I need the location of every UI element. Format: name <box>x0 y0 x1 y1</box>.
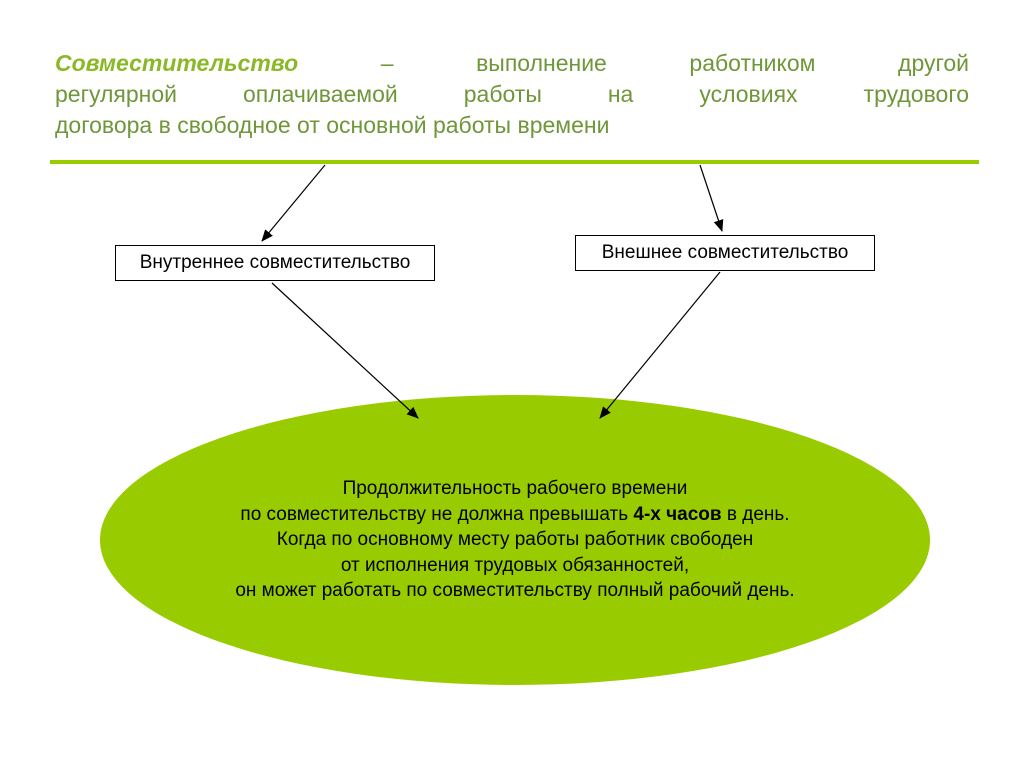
definition-line-3: договора в свободное от основной работы … <box>55 110 969 141</box>
arrow-right-box-to-ellipse <box>600 272 720 418</box>
internal-combination-label: Внутреннее совместительство <box>140 252 411 273</box>
arrow-left-box-to-ellipse <box>272 283 418 418</box>
external-combination-label: Внешнее совместительство <box>602 242 849 263</box>
definition-line-1: Совместительство – выполнение работником… <box>55 48 969 79</box>
ellipse-line-2b: в день. <box>722 504 790 525</box>
arrow-top-to-left-box <box>262 165 325 241</box>
definition-line-2: регулярной оплачиваемой работы на услови… <box>55 79 969 110</box>
external-combination-box: Внешнее совместительство <box>575 235 875 271</box>
ellipse-line-1: Продолжительность рабочего времени <box>235 476 794 502</box>
ellipse-line-2a: по совместительству не должна превышать <box>240 504 633 525</box>
ellipse-line-5: он может работать по совместительству по… <box>235 578 794 604</box>
ellipse-content: Продолжительность рабочего времени по со… <box>235 476 794 604</box>
ellipse-line-2-bold: 4-х часов <box>633 504 721 525</box>
definition-heading: Совместительство – выполнение работником… <box>55 48 969 141</box>
accent-rule <box>50 160 979 164</box>
internal-combination-box: Внутреннее совместительство <box>115 245 435 281</box>
arrow-top-to-right-box <box>700 165 722 231</box>
term: Совместительство <box>55 50 298 76</box>
ellipse-line-3: Когда по основному месту работы работник… <box>235 527 794 553</box>
ellipse-line-2: по совместительству не должна превышать … <box>235 502 794 528</box>
duration-ellipse: Продолжительность рабочего времени по со… <box>100 395 930 685</box>
ellipse-line-4: от исполнения трудовых обязанностей, <box>235 553 794 579</box>
definition-text-1: – выполнение работником другой <box>298 50 969 76</box>
